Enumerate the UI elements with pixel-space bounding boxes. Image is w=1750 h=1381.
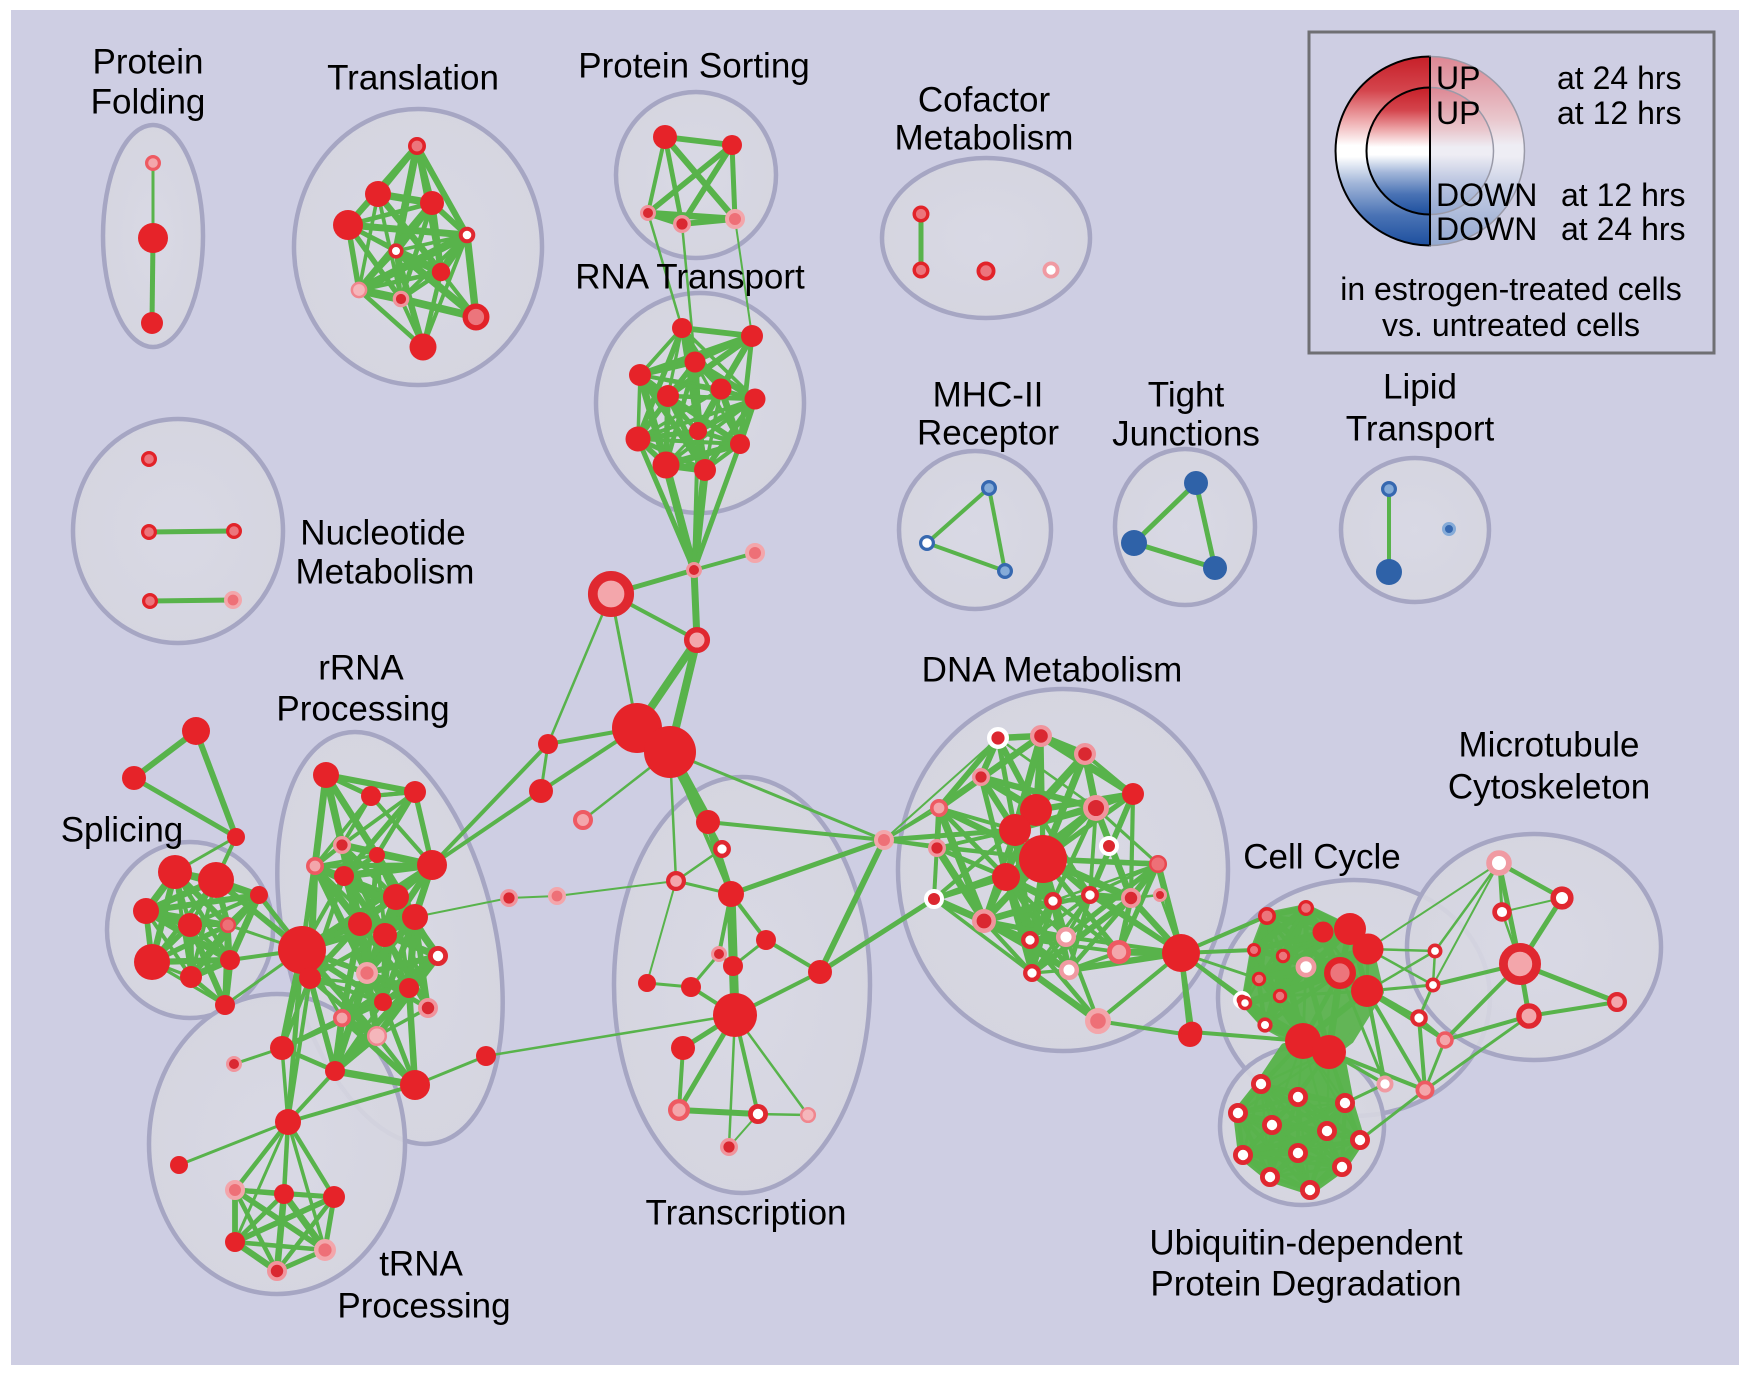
svg-text:UP: UP — [1436, 60, 1480, 96]
svg-text:rRNA: rRNA — [318, 649, 404, 688]
svg-text:Processing: Processing — [276, 690, 449, 729]
svg-text:at 24 hrs: at 24 hrs — [1557, 60, 1682, 96]
svg-text:Lipid: Lipid — [1383, 368, 1457, 407]
svg-text:Cytoskeleton: Cytoskeleton — [1448, 768, 1650, 807]
svg-text:Tight: Tight — [1148, 376, 1225, 415]
svg-text:Transcription: Transcription — [646, 1194, 847, 1233]
svg-text:at 24 hrs: at 24 hrs — [1561, 211, 1686, 247]
svg-text:DOWN: DOWN — [1436, 211, 1537, 247]
svg-text:vs. untreated cells: vs. untreated cells — [1382, 307, 1640, 343]
svg-text:DOWN: DOWN — [1436, 177, 1537, 213]
svg-text:in estrogen-treated cells: in estrogen-treated cells — [1340, 271, 1682, 307]
svg-text:Metabolism: Metabolism — [895, 119, 1074, 158]
svg-text:Protein Sorting: Protein Sorting — [578, 47, 810, 86]
svg-text:Ubiquitin-dependent: Ubiquitin-dependent — [1149, 1224, 1463, 1263]
svg-text:UP: UP — [1436, 95, 1480, 131]
svg-text:Junctions: Junctions — [1112, 415, 1260, 454]
svg-text:Receptor: Receptor — [917, 414, 1059, 453]
svg-text:Processing: Processing — [337, 1287, 510, 1326]
svg-text:Protein: Protein — [93, 43, 204, 82]
svg-text:Cofactor: Cofactor — [918, 81, 1051, 120]
svg-text:Protein Degradation: Protein Degradation — [1150, 1265, 1461, 1304]
svg-text:Cell Cycle: Cell Cycle — [1243, 838, 1401, 877]
svg-text:Splicing: Splicing — [61, 811, 184, 850]
svg-text:Transport: Transport — [1346, 410, 1495, 449]
svg-text:at 12 hrs: at 12 hrs — [1561, 177, 1686, 213]
svg-text:Nucleotide: Nucleotide — [300, 514, 465, 553]
svg-text:tRNA: tRNA — [379, 1245, 463, 1284]
svg-text:Folding: Folding — [91, 83, 206, 122]
svg-text:DNA Metabolism: DNA Metabolism — [922, 651, 1183, 690]
svg-text:Translation: Translation — [327, 59, 499, 98]
svg-text:Microtubule: Microtubule — [1459, 726, 1640, 765]
svg-text:RNA Transport: RNA Transport — [575, 258, 805, 297]
svg-text:MHC-II: MHC-II — [933, 376, 1044, 415]
svg-text:Metabolism: Metabolism — [296, 553, 475, 592]
svg-text:at 12 hrs: at 12 hrs — [1557, 95, 1682, 131]
